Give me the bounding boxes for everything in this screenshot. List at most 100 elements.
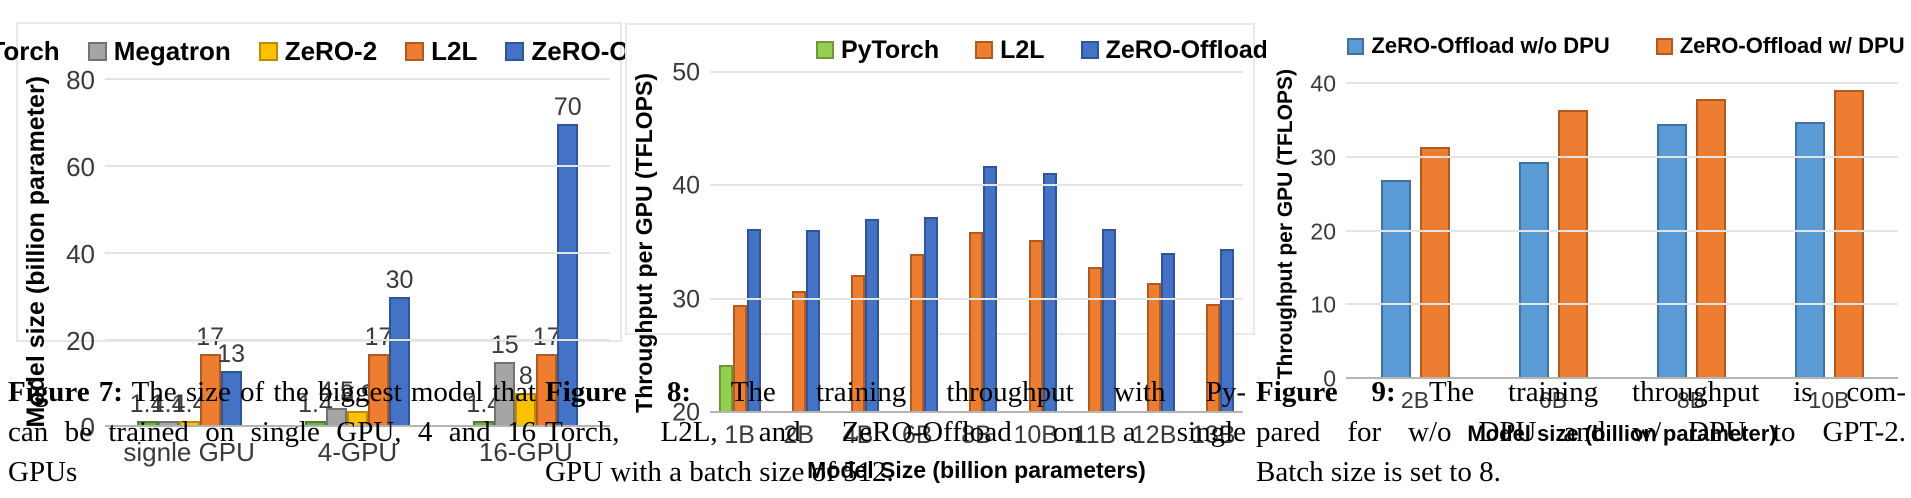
bar-slot: 15 — [491, 76, 519, 428]
caption-line: Figure 9: The training throughput is com… — [1256, 372, 1906, 412]
x-category-label: 2B — [1400, 387, 1430, 414]
x-category-label: 4B — [842, 420, 874, 449]
figure8-caption: Figure 8: The training throughput with P… — [545, 372, 1246, 492]
y-tick-label: 80 — [66, 65, 95, 96]
bar-slot — [969, 73, 984, 413]
gridline — [710, 184, 1243, 187]
bar-slot — [1419, 69, 1450, 380]
legend-swatch-l2l — [405, 41, 425, 61]
bar-zero-offload — [1161, 253, 1176, 413]
x-axis-title: Model size (billion parameter) — [1467, 421, 1777, 447]
bar-l2l — [199, 353, 221, 428]
bar-group-6b — [1484, 69, 1622, 380]
legend-item-zero-offload: ZeRO-Offload — [1080, 36, 1268, 65]
x-axis-line — [105, 425, 610, 428]
gridline — [105, 251, 610, 254]
x-axis-line — [710, 410, 1243, 413]
bar-group-4-gpu: 1.4 4.5 3.9 17 30 — [273, 76, 441, 428]
legend-swatch-zero-offload — [505, 41, 525, 61]
gridline — [1346, 81, 1898, 84]
y-tick-label: 30 — [1310, 144, 1336, 171]
gridline — [1346, 229, 1898, 232]
caption-line: Figure 8: The training throughput with P… — [545, 372, 1246, 412]
bar-zero-offload — [805, 230, 820, 413]
bar-l2l — [1028, 239, 1043, 413]
y-tick-label: 30 — [672, 285, 700, 314]
bar-group-6b — [888, 73, 947, 413]
figure7-caption: Figure 7: The size of the biggest model … — [8, 372, 536, 498]
bar-slot: 1.4 — [130, 76, 165, 428]
x-category-label: 11B — [1073, 420, 1117, 449]
bar-pytorch — [304, 421, 326, 428]
gridline — [105, 338, 610, 341]
x-category-label: 10B — [1013, 420, 1058, 449]
x-category-label: 2B — [783, 420, 815, 449]
plot-area: 1.4 1.4 1.4 17 13 1.4 4.5 3.9 17 30 1.4 15 8 17 70 — [105, 76, 610, 428]
bar-value-label: 13 — [217, 340, 246, 369]
bar-megatron — [157, 421, 179, 428]
legend-swatch-zero-offload-w-o-dpu — [1347, 37, 1365, 55]
legend-item-zero-offload-w-o-dpu: ZeRO-Offload w/o DPU — [1347, 33, 1610, 59]
bar-zero-offload — [557, 123, 579, 428]
y-tick-label: 60 — [66, 152, 95, 183]
legend-swatch-l2l — [975, 41, 994, 59]
bar-slot — [1087, 73, 1102, 413]
x-category-label: 10B — [1808, 387, 1850, 414]
legend-label: PyTorch — [840, 35, 940, 64]
x-category-label: 13B — [1191, 420, 1236, 449]
x-category-label: signle GPU — [123, 437, 255, 468]
figure9-chart-main: Throughput per GPU (TFLOPS) 0 10 20 30 40 2B… — [1274, 69, 1898, 451]
bar-value-label: 15 — [490, 331, 519, 360]
bar-value-label: 17 — [196, 322, 225, 351]
bar-zero-offload — [924, 216, 939, 413]
bar-slot — [910, 73, 925, 413]
gridline — [105, 165, 610, 168]
bar-zero-2 — [346, 410, 368, 428]
y-axis: 0 10 20 30 40 — [1298, 69, 1346, 391]
bar-slot — [983, 73, 998, 413]
legend-item-zero-offload-w-dpu: ZeRO-Offload w/ DPU — [1655, 33, 1905, 59]
y-tick-label: 40 — [66, 238, 95, 269]
bar-zero-offload — [983, 165, 998, 413]
y-axis: 0 20 40 60 80 — [51, 67, 105, 440]
bar-zero-offload-w-dpu — [1695, 98, 1726, 380]
bar-zero-offload — [1042, 172, 1057, 413]
bar-slot: 70 — [554, 76, 582, 428]
bar-l2l — [851, 274, 866, 413]
plot-area — [710, 71, 1243, 413]
legend-item-zero-2: ZeRO-2 — [258, 35, 378, 67]
y-tick-label: 50 — [672, 58, 700, 87]
bar-zero-offload — [746, 229, 761, 413]
caption-line: can be trained on single GPU, 4 and 16 G… — [8, 416, 536, 488]
x-category-label: 6B — [1538, 387, 1568, 414]
x-category-label: 4-GPU — [317, 437, 398, 468]
bar-value-label: 17 — [364, 322, 393, 351]
bar-group-12b — [1125, 73, 1184, 413]
legend-label: ZeRO-2 — [284, 35, 378, 66]
bar-zero-offload — [388, 297, 410, 428]
y-axis: 20 30 40 50 — [658, 60, 710, 425]
bar-slot — [732, 73, 747, 413]
legend-item-l2l: L2L — [975, 35, 1045, 65]
bar-group-8b — [947, 73, 1006, 413]
bar-zero-offload-w-o-dpu — [1380, 179, 1411, 380]
bar-group-2b — [769, 73, 828, 413]
bar-slot — [1557, 69, 1588, 380]
figure9-caption: Figure 9: The training throughput is com… — [1256, 372, 1906, 492]
legend-item-pytorch: PyTorch — [0, 36, 60, 67]
gridline — [1346, 303, 1898, 306]
bar-slot — [1015, 73, 1029, 413]
bar-slot — [778, 73, 792, 413]
bar-slot — [746, 73, 761, 413]
bar-group-13b — [1184, 73, 1243, 413]
bar-slot — [1380, 69, 1411, 380]
legend-label: L2L — [1000, 35, 1045, 64]
bar-slot — [1833, 69, 1864, 380]
bar-zero-offload-w-dpu — [1833, 89, 1864, 380]
x-category-label: 12B — [1131, 420, 1177, 449]
bar-zero-2 — [515, 392, 537, 428]
bar-slot — [1147, 73, 1162, 413]
bar-value-label: 17 — [532, 322, 561, 351]
